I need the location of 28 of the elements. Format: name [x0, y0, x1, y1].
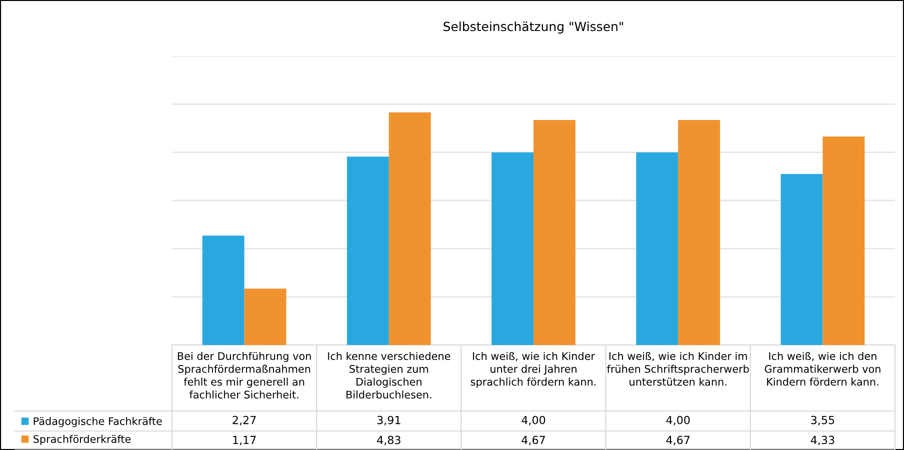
x-tick-label: Ich weiß, wie ich den Grammatikerwerb von Kindern fördern kann. [764, 352, 880, 386]
data-label: 4,67 [666, 436, 690, 446]
bar [346, 156, 389, 345]
data-label: 1,17 [233, 436, 256, 446]
bar [244, 288, 286, 345]
data-label: 2,27 [232, 416, 256, 426]
x-tick-label: Ich weiß, wie ich Kinder unter drei Jahren sprachlich fördern kann. [470, 352, 596, 388]
chart-title: Selbsteinschätzung "Wissen" [444, 22, 623, 34]
bar [202, 236, 244, 345]
bar [534, 120, 576, 345]
legend-label: Pädagogische Fachkräfte [34, 417, 162, 428]
bar [388, 112, 431, 345]
bar [492, 152, 534, 345]
data-label: 4,00 [522, 416, 546, 426]
data-label: 4,67 [522, 436, 545, 446]
data-label: 4,00 [666, 416, 690, 426]
x-tick-label: Ich weiß, wie ich Kinder im frühen Schriftspracherwerb unterstützen kann. [606, 352, 749, 386]
legend-label: Sprachförderkräfte [34, 434, 131, 445]
bar [780, 174, 823, 345]
data-label: 4,83 [377, 436, 400, 446]
data-label: 3,55 [811, 416, 834, 426]
data-label: 4,33 [810, 436, 834, 446]
bar [636, 152, 678, 345]
data-label: 3,91 [377, 416, 400, 426]
bar [678, 120, 720, 345]
bar [822, 136, 865, 345]
x-tick-label: Bei der Durchführung von Sprachfördermaßnahmen fehlt es mir generell an fachlicher Sicherheit. [178, 352, 311, 399]
x-tick-label: Ich kenne verschiedene Strategien zum Dialogischen Bilderbuchlesen. [328, 352, 450, 399]
